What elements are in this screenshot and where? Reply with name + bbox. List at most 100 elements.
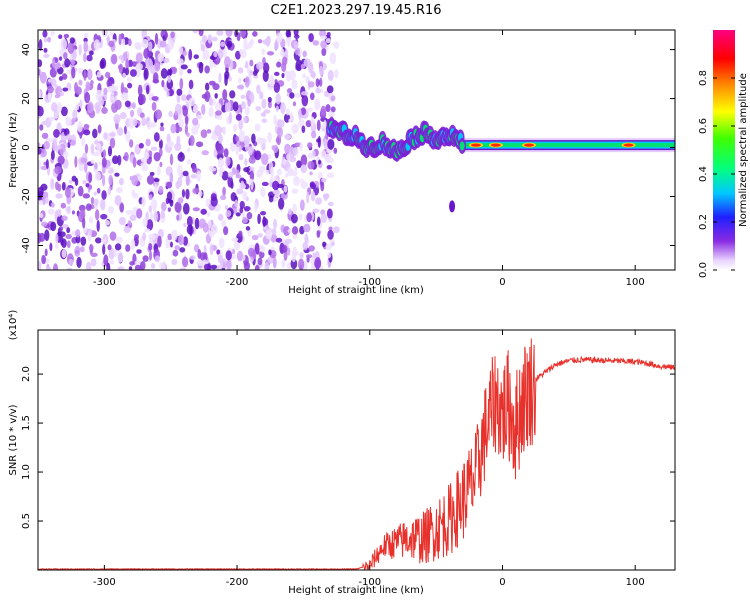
noise-blob: [219, 41, 226, 47]
noise-blob: [235, 146, 239, 156]
noise-blob: [66, 227, 71, 234]
noise-blob: [64, 186, 71, 199]
noise-blob: [51, 102, 58, 112]
noise-blob: [66, 69, 72, 75]
noise-blob: [235, 135, 240, 142]
noise-blob: [176, 88, 183, 96]
noise-blob: [43, 53, 50, 58]
noise-blob: [149, 171, 155, 176]
noise-blob: [209, 57, 214, 69]
noise-blob: [235, 113, 242, 121]
noise-blob: [47, 91, 52, 101]
noise-blob: [154, 32, 159, 45]
noise-blob: [326, 85, 334, 94]
y-tick-label: -40: [21, 237, 32, 253]
noise-blob: [138, 93, 146, 105]
noise-blob: [118, 216, 126, 226]
noise-blob: [160, 68, 168, 79]
noise-blob: [143, 151, 150, 160]
noise-blob: [178, 46, 184, 55]
noise-blob: [157, 52, 164, 63]
noise-blob: [82, 193, 91, 199]
noise-blob: [117, 266, 125, 270]
noise-blob: [108, 174, 113, 186]
noise-blob: [265, 36, 271, 47]
noise-blob: [177, 152, 185, 162]
noise-blob: [182, 170, 189, 177]
noise-blob: [151, 101, 157, 112]
noise-blob: [47, 208, 55, 215]
noise-blob: [277, 168, 282, 176]
noise-blob: [62, 87, 69, 92]
noise-blob: [239, 200, 245, 210]
noise-blob: [291, 123, 299, 134]
noise-blob: [261, 153, 269, 166]
noise-blob: [102, 244, 106, 255]
noise-blob: [188, 79, 194, 90]
noise-blob: [316, 230, 321, 238]
noise-blob: [235, 212, 241, 217]
noise-blob: [123, 225, 131, 234]
noise-blob: [216, 144, 224, 156]
noise-blob: [85, 183, 90, 188]
noise-blob: [161, 201, 167, 212]
noise-blob: [235, 169, 240, 177]
noise-blob: [188, 97, 196, 107]
colorbar-tick-label: 0.0: [698, 262, 709, 278]
noise-blob: [90, 252, 98, 257]
noise-blob: [214, 93, 218, 99]
noise-blob: [198, 30, 204, 37]
noise-blob: [144, 228, 151, 233]
noise-blob: [293, 142, 302, 148]
noise-blob: [83, 70, 87, 81]
noise-blob: [238, 118, 244, 131]
noise-blob: [198, 61, 204, 74]
noise-blob: [132, 156, 137, 168]
x-tick-label: 100: [626, 277, 645, 288]
noise-blob: [69, 76, 73, 81]
noise-blob: [249, 59, 254, 67]
noise-blob: [148, 41, 153, 52]
noise-blob: [281, 61, 287, 72]
noise-blob: [183, 222, 187, 228]
noise-blob: [119, 202, 125, 213]
noise-blob: [61, 73, 68, 80]
noise-blob: [153, 178, 160, 183]
noise-blob: [99, 59, 105, 69]
noise-blob: [311, 130, 317, 139]
colorbar-tick-label: 0.2: [698, 214, 709, 230]
noise-blob: [50, 221, 57, 232]
noise-blob: [43, 47, 48, 53]
noise-blob: [204, 65, 210, 74]
noise-blob: [228, 76, 232, 82]
noise-blob: [213, 51, 218, 58]
noise-blob: [128, 116, 134, 129]
snr-panel: -300 -200 -100 0 100 0.5 1.0 1.5 2.0 Height of …: [8, 310, 676, 596]
noise-blob: [107, 187, 111, 196]
noise-blob: [317, 135, 321, 148]
spectrogram-x-label: Height of straight line (km): [288, 285, 424, 296]
noise-blob: [48, 116, 55, 122]
noise-blob: [66, 267, 73, 270]
noise-blob: [117, 250, 124, 263]
noise-blob: [179, 247, 186, 253]
noise-blob: [271, 77, 275, 87]
noise-blob: [90, 196, 95, 205]
noise-blob: [112, 85, 119, 91]
noise-blob: [320, 35, 327, 40]
noise-blob: [88, 216, 94, 224]
noise-blob: [90, 258, 97, 267]
noise-blob: [101, 190, 107, 200]
noise-blob: [207, 34, 213, 44]
noise-blob: [287, 247, 291, 256]
noise-blob: [238, 145, 242, 153]
noise-blob: [134, 41, 140, 50]
noise-blob: [285, 173, 289, 178]
noise-blob: [93, 198, 99, 206]
colorbar-label: Normalized spectral amplitude: [738, 73, 749, 227]
noise-blob: [125, 130, 131, 142]
noise-blob: [86, 54, 93, 62]
noise-blob: [80, 208, 86, 220]
noise-blob: [305, 254, 313, 259]
noise-blob: [66, 205, 71, 215]
